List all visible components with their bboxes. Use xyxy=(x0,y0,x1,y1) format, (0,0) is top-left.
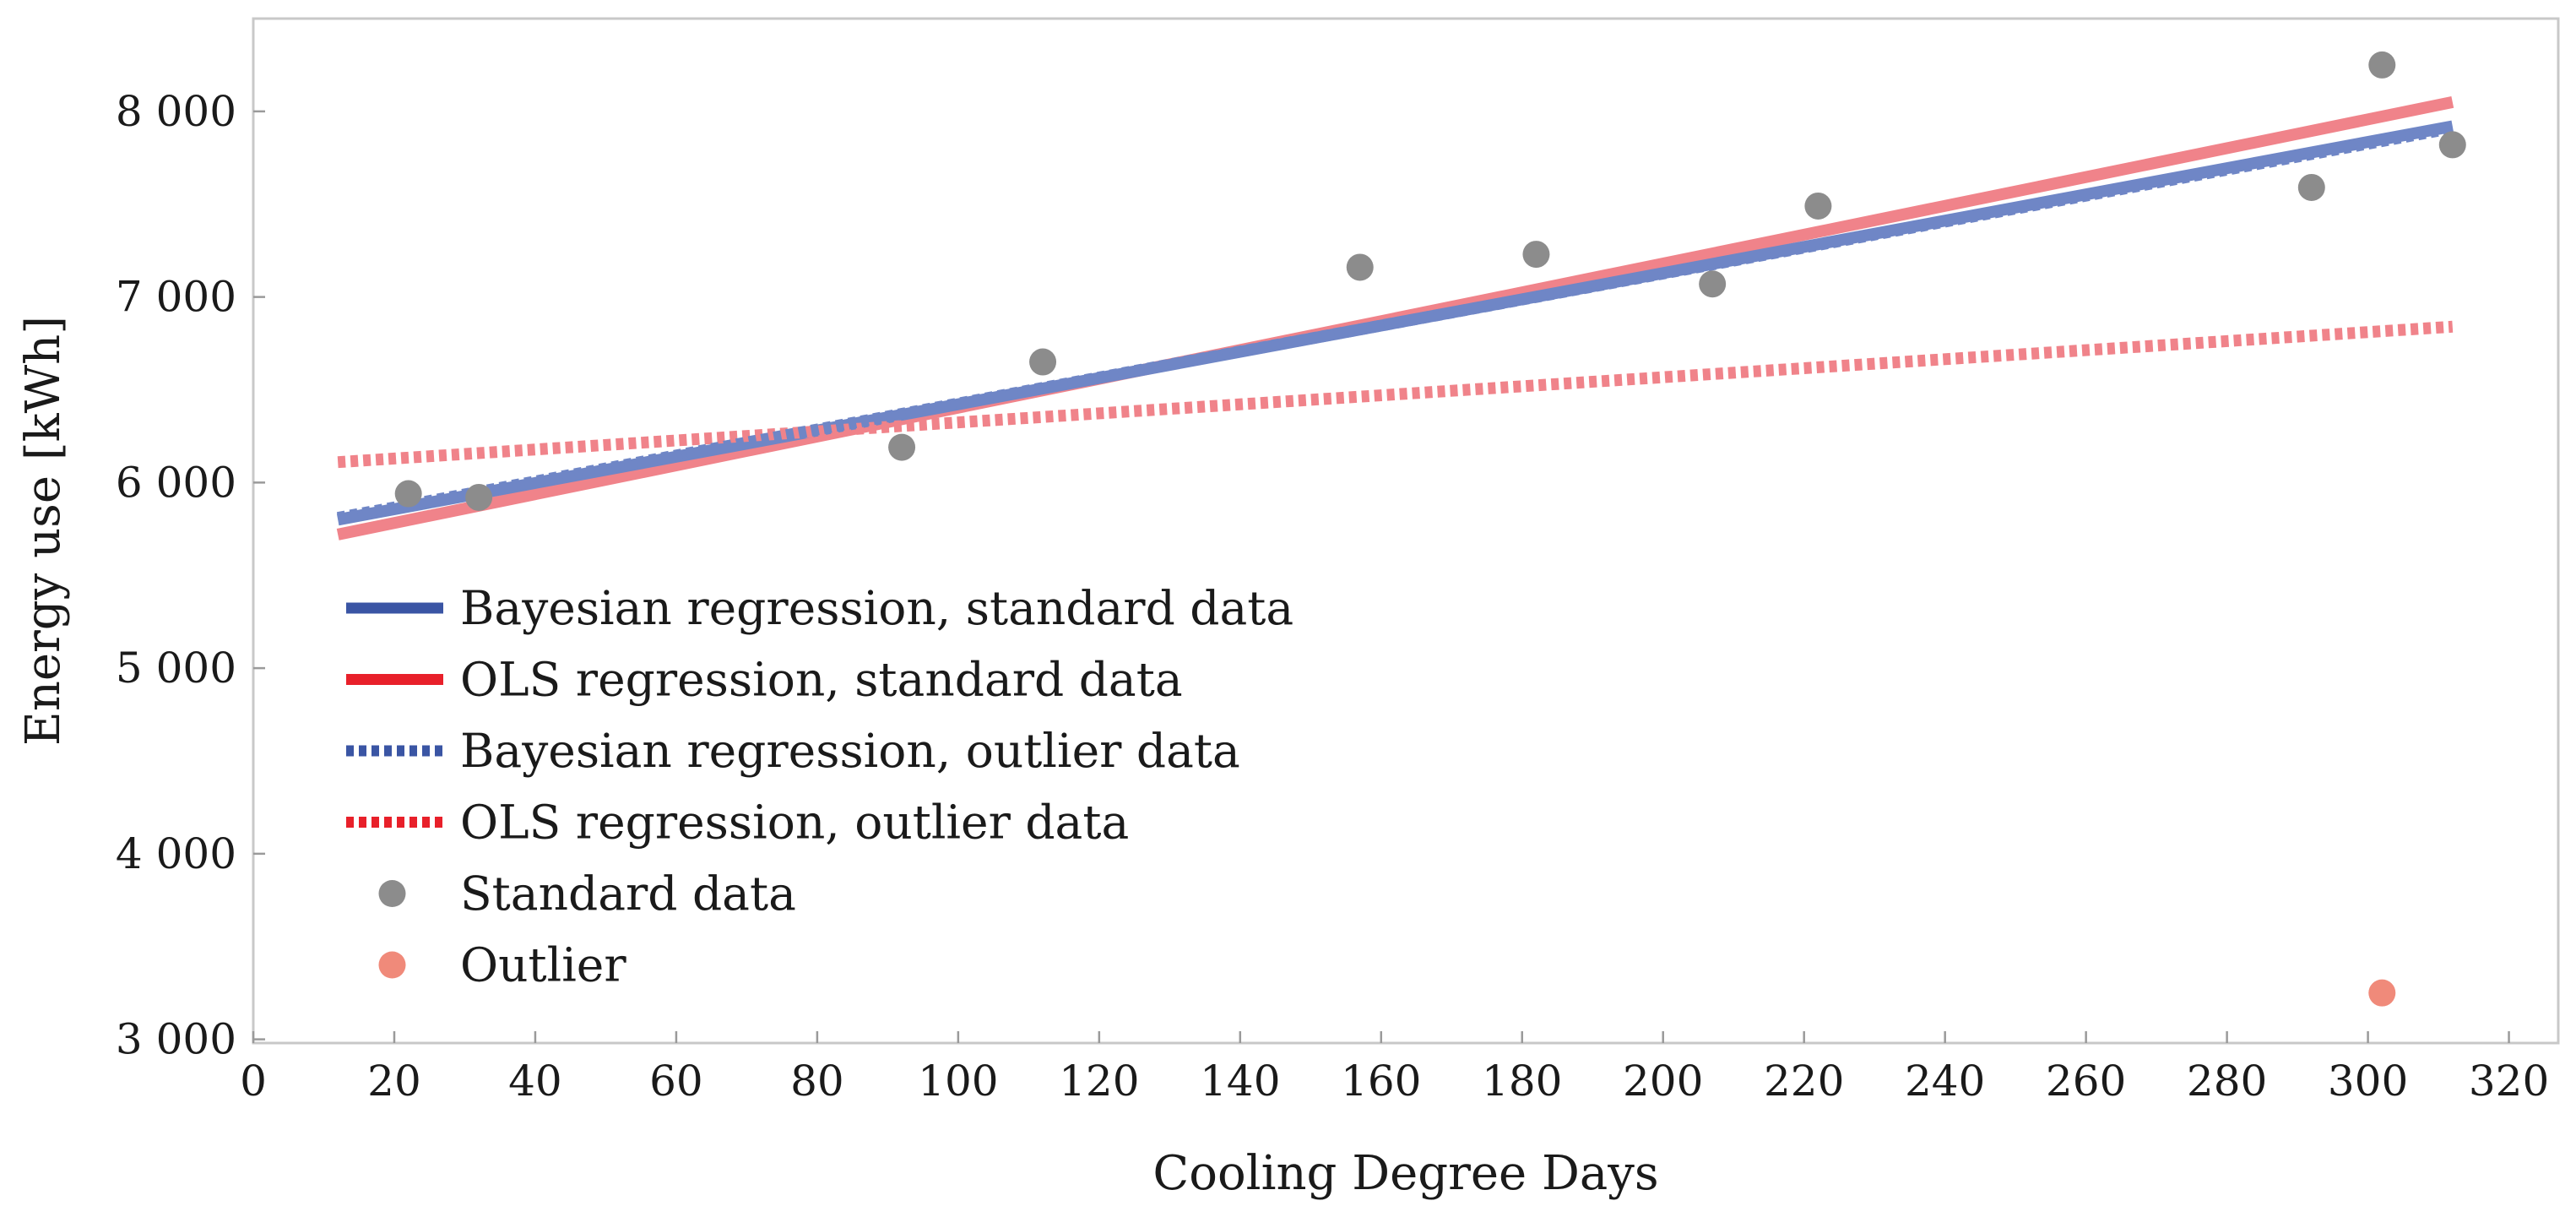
x-tick-label: 240 xyxy=(1905,1057,1985,1106)
y-tick-label: 6 000 xyxy=(116,458,236,507)
data-point xyxy=(2438,131,2466,159)
legend: Bayesian regression, standard data OLS re… xyxy=(346,581,1293,992)
legend-label: Bayesian regression, standard data xyxy=(460,581,1293,635)
data-point xyxy=(2297,173,2325,201)
x-tick-label: 200 xyxy=(1623,1057,1703,1106)
data-point xyxy=(1804,192,1832,220)
regression-lines xyxy=(336,96,2454,541)
data-point xyxy=(394,480,422,508)
legend-label: Bayesian regression, outlier data xyxy=(460,724,1240,778)
series-line xyxy=(337,320,2454,469)
x-tick-label: 140 xyxy=(1200,1057,1280,1106)
plot-border xyxy=(252,17,2560,1045)
legend-marker xyxy=(378,880,406,907)
x-tick-label: 280 xyxy=(2187,1057,2267,1106)
y-tick-label: 7 000 xyxy=(116,273,236,322)
data-point xyxy=(1699,270,1727,298)
x-axis-title: Cooling Degree Days xyxy=(1152,1146,1658,1201)
axis-ticks: 0 20 40 60 80 100 120 140 160 180 200 220 240 260 280 3… xyxy=(116,87,2549,1106)
legend-label: OLS regression, outlier data xyxy=(460,796,1129,850)
y-axis-title: Energy use [kWh] xyxy=(16,316,71,746)
data-points xyxy=(394,51,2466,1007)
y-tick-label: 4 000 xyxy=(116,829,236,878)
x-tick-label: 120 xyxy=(1059,1057,1139,1106)
legend-label: Outlier xyxy=(460,938,626,992)
data-point xyxy=(888,433,916,461)
series-line xyxy=(336,122,2454,524)
data-point xyxy=(1522,241,1550,269)
x-tick-label: 300 xyxy=(2328,1057,2408,1106)
outlier-point xyxy=(2368,979,2396,1007)
x-tick-label: 220 xyxy=(1764,1057,1844,1106)
x-tick-label: 0 xyxy=(240,1057,267,1106)
y-tick-label: 5 000 xyxy=(116,644,236,693)
legend-marker xyxy=(378,951,406,979)
plot-frame xyxy=(252,17,2560,1045)
data-point xyxy=(1346,253,1374,281)
y-tick-label: 3 000 xyxy=(116,1015,236,1064)
legend-label: OLS regression, standard data xyxy=(460,653,1183,707)
data-point xyxy=(465,483,493,511)
y-tick-label: 8 000 xyxy=(116,87,236,136)
x-tick-label: 320 xyxy=(2469,1057,2549,1106)
x-tick-label: 80 xyxy=(790,1057,844,1106)
x-tick-label: 260 xyxy=(2046,1057,2126,1106)
x-tick-label: 60 xyxy=(649,1057,703,1106)
x-tick-label: 20 xyxy=(367,1057,421,1106)
data-point xyxy=(1029,348,1057,376)
x-tick-label: 160 xyxy=(1341,1057,1421,1106)
x-tick-label: 180 xyxy=(1482,1057,1562,1106)
x-tick-label: 100 xyxy=(918,1057,998,1106)
data-point xyxy=(2368,51,2396,79)
x-tick-label: 40 xyxy=(508,1057,562,1106)
legend-label: Standard data xyxy=(460,867,796,921)
